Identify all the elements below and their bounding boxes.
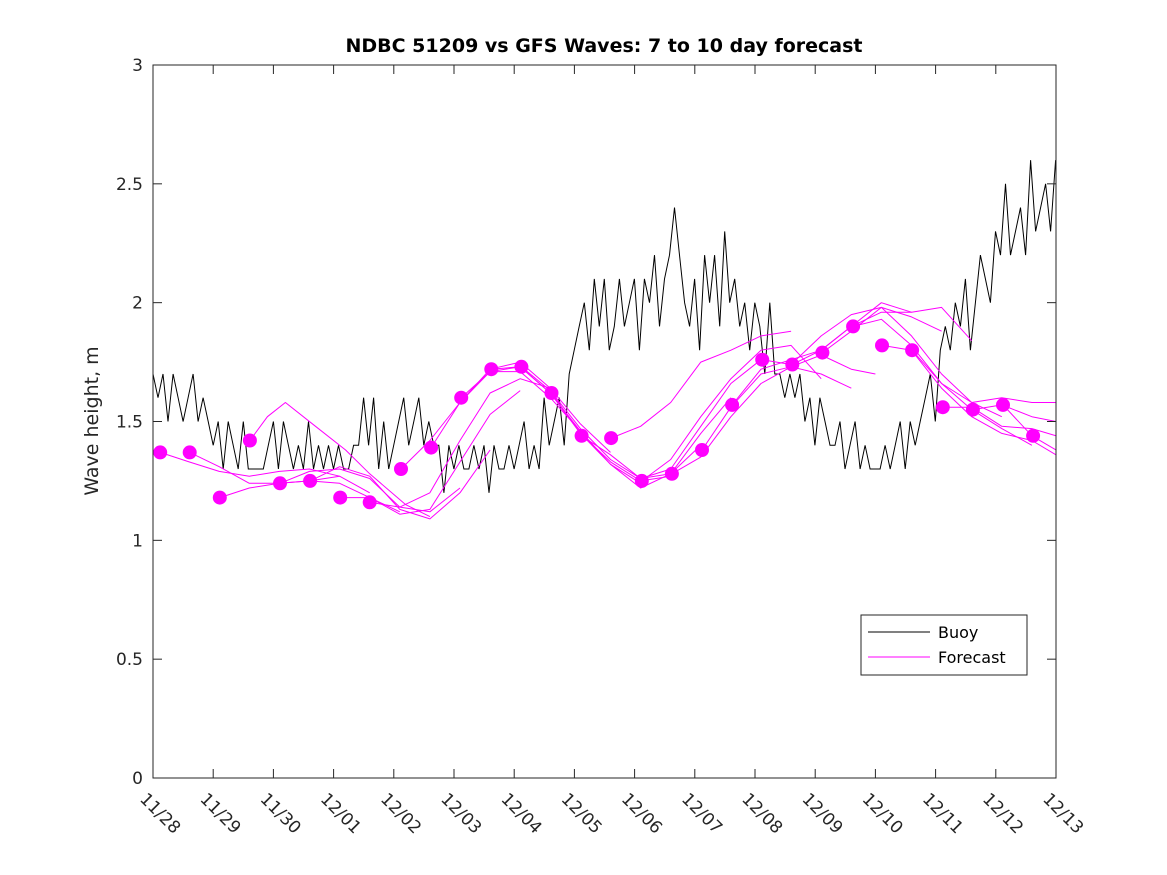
forecast-marker [514,359,529,374]
forecast-trace-4 [279,468,461,513]
forecast-trace-17 [671,366,852,475]
forecast-marker [394,462,408,476]
y-tick-label: 0.5 [116,650,143,670]
forecast-marker [815,345,830,360]
forecast-marker [153,445,168,460]
forecast-marker [965,402,980,417]
forecast-marker [242,433,257,448]
forecast-marker [935,400,950,415]
forecast-trace-5 [309,449,491,520]
forecast-marker [996,397,1010,412]
forecast-marker [875,338,889,353]
forecast-marker [1026,428,1041,443]
forecast-marker [905,343,920,358]
legend-buoy-label: Buoy [938,623,978,642]
y-tick-label: 3 [132,56,143,76]
forecast-trace-25 [911,349,1056,403]
y-tick-label: 1 [132,531,143,551]
forecast-trace-3 [249,402,431,518]
legend: Buoy Forecast [860,614,1028,676]
forecast-marker [695,443,709,457]
forecast-marker [212,490,227,505]
forecast-marker [362,495,377,510]
forecast-marker [574,428,589,443]
forecast-marker [846,319,861,334]
forecast-marker [634,473,649,488]
y-tick-label: 0 [132,769,143,789]
legend-forecast-label: Forecast [938,648,1006,667]
forecast-marker [484,362,499,377]
forecast-marker [604,431,619,446]
forecast-marker [273,476,287,491]
forecast-marker [303,473,318,488]
forecast-trace-15 [610,330,792,439]
forecast-trace-16 [641,344,822,482]
forecast-marker [333,490,348,505]
forecast-marker [544,386,559,400]
forecast-trace-27 [972,404,1056,422]
legend-box [860,614,1028,676]
forecast-marker [785,357,800,372]
forecast-trace-26 [942,406,1056,437]
y-tick-label: 2 [132,294,143,314]
forecast-marker [725,397,740,412]
forecast-trace-0 [160,451,340,477]
forecast-marker [755,352,770,367]
forecast-marker [424,440,439,455]
chart-title: NDBC 51209 vs GFS Waves: 7 to 10 day for… [345,35,862,57]
forecast-marker [182,445,197,460]
y-axis-label: Wave height, m [81,346,103,495]
forecast-marker [454,390,469,405]
forecast-marker [664,466,679,481]
y-tick-label: 1.5 [116,413,143,433]
y-tick-label: 2.5 [116,175,143,195]
forecast-trace-7 [369,378,551,508]
